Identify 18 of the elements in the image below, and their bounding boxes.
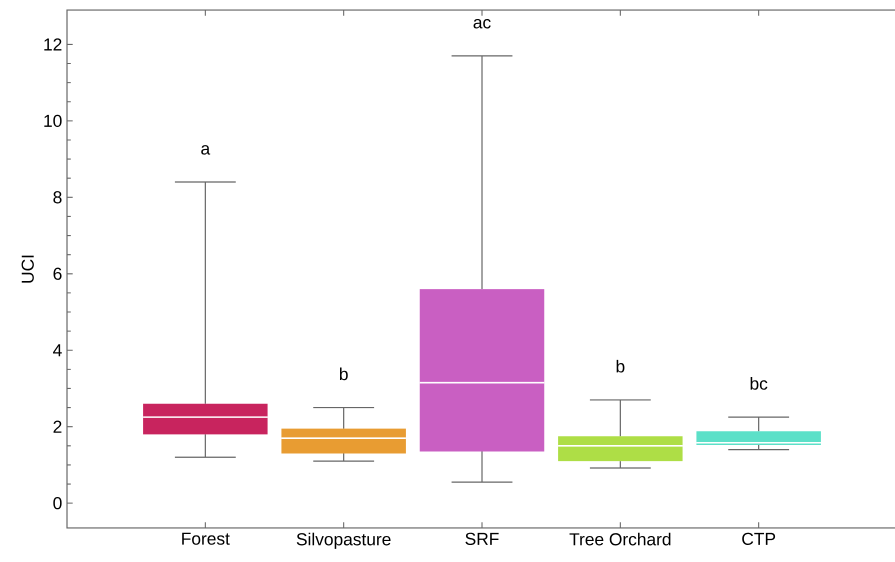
x-tick-label: Silvopasture — [296, 532, 391, 549]
y-tick-label: 2 — [54, 420, 62, 433]
y-tick-label: 6 — [54, 268, 62, 280]
annotation: bc — [750, 377, 768, 390]
annotation: b — [616, 360, 624, 373]
x-tick-label: CTP — [742, 532, 776, 545]
y-axis-title: UCI — [22, 256, 34, 283]
y-tick-label: 12 — [44, 38, 62, 50]
y-tick-label: 4 — [53, 344, 62, 356]
annotation: a — [201, 145, 210, 155]
x-tick-label: Tree Orchard — [570, 532, 670, 546]
y-tick-label: 0 — [53, 497, 62, 510]
annotation: ac — [474, 19, 491, 28]
y-tick-label: 8 — [53, 191, 62, 204]
annotation: b — [340, 367, 348, 380]
x-tick-label: Forest — [182, 532, 230, 545]
x-tick-label: SRF — [465, 532, 499, 545]
y-tick-label: 10 — [44, 114, 62, 127]
